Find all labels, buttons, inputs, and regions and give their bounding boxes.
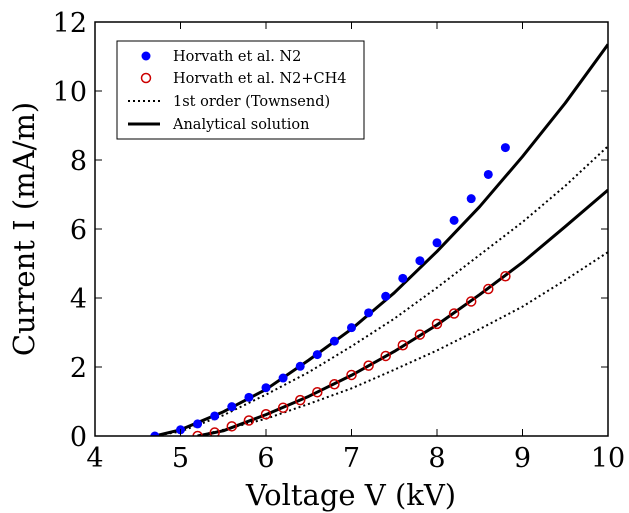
n2-data-point	[381, 291, 391, 301]
legend-label-n2-ch4: Horvath et al. N2+CH4	[173, 71, 346, 87]
n2-ch4-data-point	[226, 421, 238, 432]
n2-ch4-data-point	[209, 427, 220, 436]
x-tick-label: 10	[591, 443, 625, 474]
n2-ch4-data-point	[448, 308, 460, 319]
n2-ch4-data-point	[397, 340, 409, 351]
n2-data-point	[329, 336, 339, 346]
n2-data-point	[432, 238, 442, 248]
x-tick-label: 5	[172, 443, 189, 474]
n2-ch4-data-point	[500, 271, 511, 282]
n2-data-point	[466, 194, 476, 204]
plot-data	[150, 43, 608, 436]
n2-data-point	[415, 256, 425, 266]
n2-ch4-data-point	[483, 283, 494, 295]
y-tick-label: 10	[53, 77, 87, 108]
n2-data-point	[398, 273, 408, 283]
n2-ch4-data-point	[260, 409, 272, 420]
y-tick-label: 6	[70, 215, 87, 246]
n2-data-point	[347, 323, 356, 333]
legend-label-townsend: 1st order (Townsend)	[173, 94, 330, 110]
n2-ch4-data-point	[192, 430, 203, 436]
x-tick-label: 7	[343, 443, 360, 474]
townsend-line-1	[197, 251, 608, 436]
legend-marker-n2	[141, 51, 151, 61]
n2-ch4-data-point	[414, 329, 426, 340]
n2-data-point	[312, 350, 322, 360]
n2-data-point	[210, 411, 220, 421]
n2-data-point	[483, 169, 493, 179]
y-tick-label: 8	[70, 146, 87, 177]
n2-ch4-data-point	[380, 350, 391, 362]
axis-ticks: 4 5 6 7 8 9 10 0 2 4 6 8 10 12	[53, 8, 626, 474]
x-tick-label: 9	[514, 443, 531, 474]
n2-ch4-data-point	[243, 415, 255, 426]
x-tick-label: 4	[86, 443, 103, 474]
n2-data-point	[295, 361, 305, 371]
legend-label-analytical: Analytical solution	[172, 117, 309, 133]
n2-data-point	[500, 143, 510, 153]
y-axis-title: Current I (mA/m)	[7, 102, 41, 356]
x-tick-label: 8	[428, 443, 445, 474]
n2-data-point	[364, 308, 374, 318]
n2-ch4-data-point	[465, 296, 477, 307]
n2-ch4-data-point	[294, 394, 306, 406]
x-tick-label: 6	[257, 443, 274, 474]
y-tick-label: 4	[70, 284, 87, 315]
analytical-line-1	[197, 188, 608, 436]
n2-data-point	[244, 392, 254, 402]
n2-data-point	[449, 215, 459, 225]
legend-marker-n2-ch4	[140, 72, 152, 84]
n2-data-point	[193, 419, 203, 429]
n2-data-point	[261, 383, 271, 393]
y-tick-label: 2	[70, 353, 87, 384]
n2-ch4-data-point	[312, 386, 323, 398]
n2-ch4-data-point	[277, 402, 289, 413]
n2-ch4-data-point	[363, 360, 374, 371]
y-tick-label: 12	[53, 8, 87, 39]
n2-data-point	[227, 402, 237, 412]
n2-ch4-data-point	[329, 379, 340, 390]
townsend-line-0	[154, 145, 608, 436]
legend-label-n2: Horvath et al. N2	[173, 49, 301, 65]
legend: Horvath et al. N2 Horvath et al. N2+CH4 …	[116, 40, 365, 140]
n2-ch4-data-point	[431, 318, 443, 330]
n2-data-point	[150, 431, 160, 436]
x-axis-title: Voltage V (kV)	[245, 478, 456, 512]
n2-data-point	[278, 373, 288, 383]
n2-ch4-data-point	[346, 369, 357, 381]
y-tick-label: 0	[70, 422, 87, 453]
